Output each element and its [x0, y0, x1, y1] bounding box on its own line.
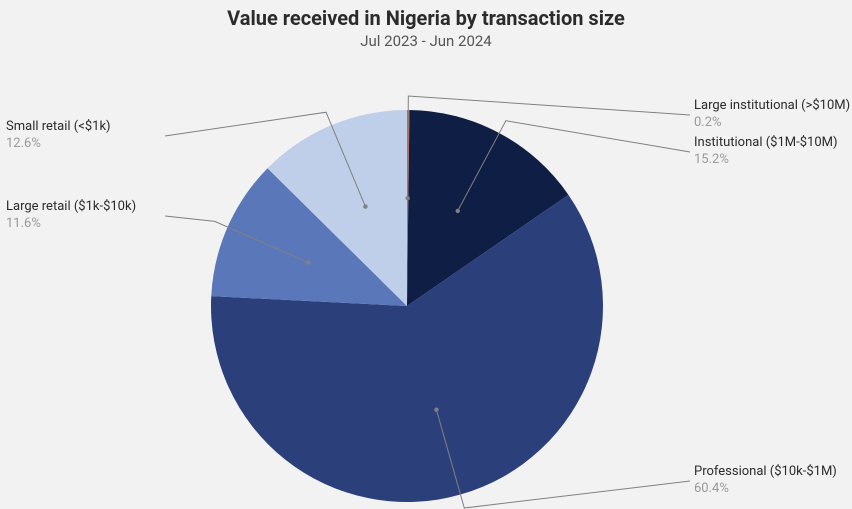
slice-label-pct: 11.6% — [6, 216, 41, 231]
slice-label-name: Large institutional (>$10M) — [694, 98, 850, 113]
slice-label-pct: 15.2% — [694, 152, 729, 167]
slice-label-pct: 12.6% — [6, 136, 41, 151]
slice-label-name: Small retail (<$1k) — [6, 119, 111, 134]
slice-label-name: Institutional ($1M-$10M) — [694, 135, 838, 150]
leader-dot — [434, 408, 438, 412]
slice-label-name: Professional ($10k-$1M) — [694, 464, 837, 479]
slice-label-name: Large retail ($1k-$10k) — [6, 199, 136, 214]
leader-dot — [405, 196, 409, 200]
leader-dot — [363, 204, 367, 208]
slice-label-pct: 0.2% — [694, 115, 722, 130]
slice-label-pct: 60.4% — [694, 481, 729, 496]
leader-dot — [456, 209, 460, 213]
pie-chart: Large institutional (>$10M) 0.2% Instituti… — [0, 0, 852, 509]
leader-dot — [306, 260, 310, 264]
